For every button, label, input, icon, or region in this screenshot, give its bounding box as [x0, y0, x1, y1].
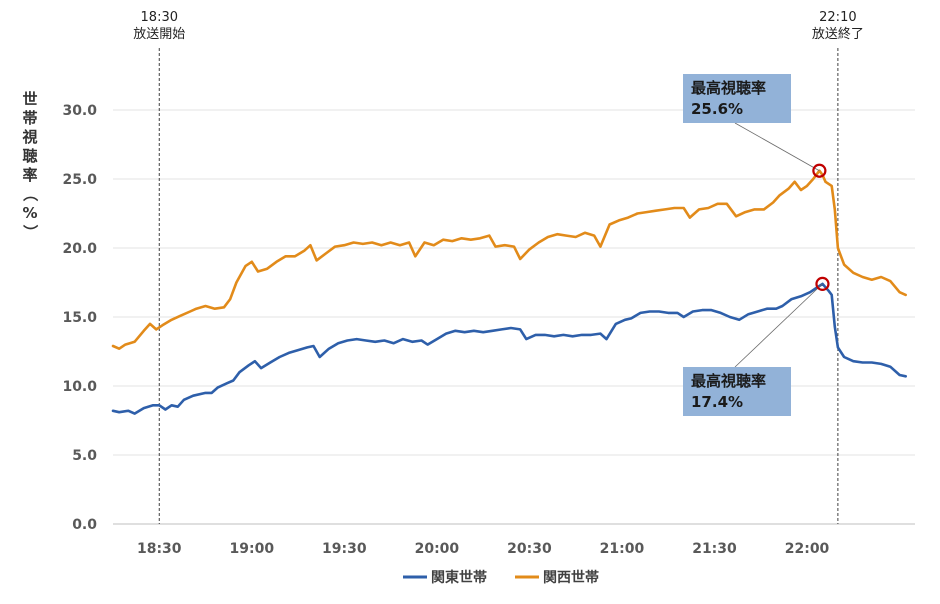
x-tick-label: 20:00	[415, 541, 460, 557]
x-tick-label: 21:30	[692, 541, 737, 557]
callout-label: 最高視聴率	[691, 372, 766, 390]
x-tick-label: 22:00	[785, 541, 830, 557]
y-axis-label-char: 率	[22, 166, 37, 184]
x-axis-ticks: 18:30 19:00 19:30 20:00 20:30 21:00 21:30 22:00	[137, 541, 830, 557]
y-axis-label-char: %	[22, 204, 37, 222]
callout-value: 25.6%	[691, 100, 743, 118]
y-axis-label-char: 視	[21, 128, 37, 146]
callout-leader	[734, 122, 820, 172]
y-axis-label-char: ）	[21, 224, 39, 239]
peak-marker	[812, 163, 827, 178]
series-lines	[111, 169, 907, 415]
series-line	[111, 282, 907, 415]
marker-text: 放送開始	[133, 27, 185, 42]
y-tick-label: 20.0	[62, 241, 97, 257]
x-tick-label: 18:30	[137, 541, 182, 557]
x-tick-label: 21:00	[600, 541, 645, 557]
y-axis-label-char: 帯	[22, 109, 37, 127]
x-tick-label: 19:30	[322, 541, 367, 557]
callout-value: 17.4%	[691, 393, 743, 411]
y-tick-label: 15.0	[62, 310, 97, 326]
marker-time: 18:30	[141, 10, 178, 25]
y-axis-label-char: （	[21, 186, 39, 201]
legend: 関東世帯 関西世帯	[403, 569, 599, 586]
x-tick-label: 19:00	[230, 541, 275, 557]
callout-box	[683, 74, 791, 123]
legend-label: 関東世帯	[431, 569, 487, 586]
peak-callouts: 最高視聴率 25.6% 最高視聴率 17.4%	[683, 74, 830, 416]
y-axis-label-char: 聴	[22, 147, 37, 165]
y-axis-label-char: 世	[22, 90, 37, 108]
peak-marker	[815, 276, 830, 291]
y-tick-label: 30.0	[62, 103, 97, 119]
y-tick-label: 5.0	[72, 448, 97, 464]
callout-label: 最高視聴率	[691, 79, 766, 97]
y-tick-label: 0.0	[72, 517, 97, 533]
callout-leader	[734, 283, 823, 368]
gridlines	[113, 109, 915, 525]
y-tick-label: 10.0	[62, 379, 97, 395]
marker-text: 放送終了	[812, 26, 864, 42]
y-tick-label: 25.0	[62, 172, 97, 188]
series-line	[111, 169, 907, 350]
callout-box	[683, 367, 791, 416]
x-tick-label: 20:30	[507, 541, 552, 557]
legend-label: 関西世帯	[543, 569, 599, 586]
marker-time: 22:10	[819, 10, 856, 25]
y-axis-ticks: 0.0 5.0 10.0 15.0 20.0 25.0 30.0	[62, 103, 97, 533]
